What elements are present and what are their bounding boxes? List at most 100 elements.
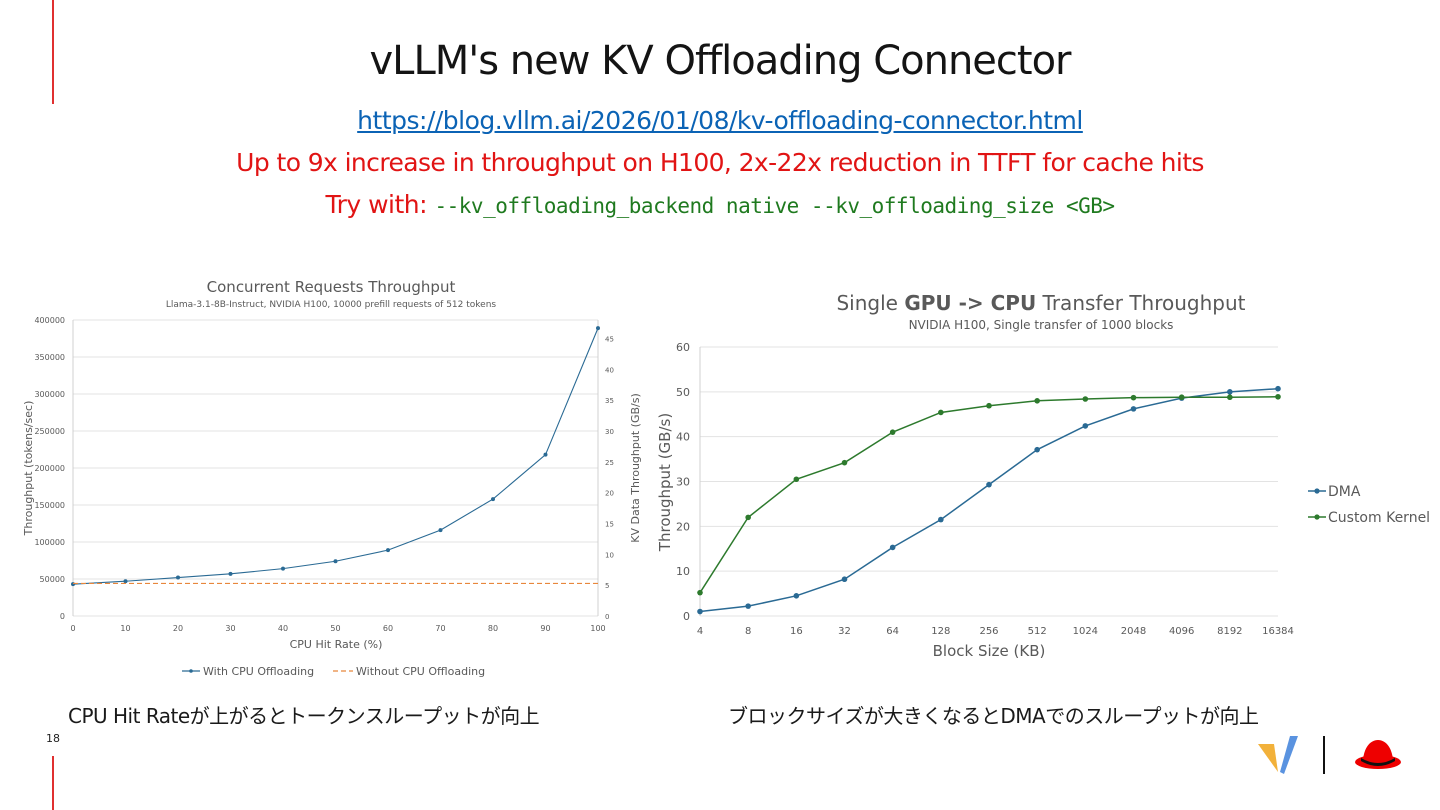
x-tick-label: 0 (70, 624, 75, 633)
data-point (543, 452, 548, 457)
data-point (889, 544, 896, 551)
y-tick-label: 60 (676, 341, 690, 354)
y-tick-label: 400000 (34, 316, 65, 325)
x-tick-label: 80 (488, 624, 498, 633)
y-tick-label: 250000 (34, 427, 65, 436)
x-tick-label: 8 (745, 626, 751, 637)
data-point (596, 326, 600, 331)
data-point (438, 528, 443, 533)
caption-right: ブロックサイズが大きくなるとDMAでのスループットが向上 (728, 704, 1259, 728)
y2-tick-label: 5 (605, 582, 609, 590)
data-point (1034, 446, 1040, 453)
legend-marker-custom-kernel (1314, 514, 1320, 520)
series-line-0 (699, 387, 1279, 613)
slide-accent-bar-top (52, 0, 54, 104)
y2-tick-label: 25 (605, 459, 614, 467)
data-point (1227, 394, 1233, 401)
x-tick-label: 100 (590, 624, 605, 633)
legend-marker-with-offloading (189, 669, 193, 673)
y2-axis-label: KV Data Throughput (GB/s) (629, 393, 642, 542)
data-point (697, 589, 703, 596)
x-tick-label: 4096 (1169, 626, 1194, 637)
data-point (1178, 394, 1185, 401)
data-point (176, 575, 180, 580)
x-axis-label: CPU Hit Rate (%) (290, 638, 383, 651)
data-point (889, 429, 896, 435)
chart-title: Concurrent Requests Throughput (207, 278, 456, 296)
y2-tick-label: 30 (605, 428, 614, 436)
y2-tick-label: 40 (605, 366, 614, 374)
data-point (1130, 406, 1137, 412)
data-point (745, 603, 751, 609)
chart-subtitle: NVIDIA H100, Single transfer of 1000 blo… (909, 318, 1174, 332)
y2-tick-label: 35 (605, 397, 614, 405)
x-tick-label: 50 (330, 624, 340, 633)
x-tick-label: 40 (278, 624, 288, 633)
x-tick-label: 60 (383, 624, 393, 633)
legend-label-without-offloading: Without CPU Offloading (356, 665, 485, 678)
x-tick-label: 70 (435, 624, 445, 633)
chart-subtitle: Llama-3.1-8B-Instruct, NVIDIA H100, 1000… (166, 300, 497, 310)
y2-tick-label: 15 (605, 521, 614, 529)
vllm-logo (1258, 736, 1298, 774)
series-line-0 (72, 327, 599, 585)
data-point (841, 459, 848, 466)
data-point (793, 593, 800, 599)
x-tick-label: 10 (120, 624, 130, 633)
x-tick-label: 256 (979, 626, 998, 637)
x-tick-label: 2048 (1121, 626, 1146, 637)
x-tick-label: 4 (697, 626, 703, 637)
data-point (71, 582, 75, 587)
try-command: --kv_offloading_backend native --kv_offl… (434, 194, 1116, 218)
data-point (938, 409, 944, 416)
y-axis-label: Throughput (GB/s) (656, 413, 674, 552)
y-tick-label: 40 (676, 431, 690, 444)
data-point (1227, 389, 1233, 395)
blog-link-row: https://blog.vllm.ai/2026/01/08/kv-offlo… (0, 106, 1440, 135)
y-tick-label: 350000 (34, 353, 65, 362)
legend-label-with-offloading: With CPU Offloading (203, 665, 314, 678)
x-tick-label: 64 (886, 626, 899, 637)
data-point (697, 608, 703, 615)
data-point (1082, 396, 1089, 402)
y2-tick-label: 45 (605, 336, 614, 344)
try-line: Try with: --kv_offloading_backend native… (0, 190, 1440, 219)
y-tick-label: 100000 (34, 538, 65, 547)
chart-gpu-cpu-transfer: Single GPU -> CPU Transfer Throughput NV… (656, 291, 1430, 660)
chart-legend: DMA Custom Kernel (1308, 484, 1430, 526)
y-axis-label: Throughput (tokens/sec) (22, 401, 35, 537)
y-tick-label: 30 (676, 476, 690, 489)
chart-title: Single GPU -> CPU Transfer Throughput (836, 291, 1245, 315)
x-tick-label: 20 (173, 624, 183, 633)
data-point (333, 559, 338, 564)
data-point (1130, 394, 1137, 401)
data-point (123, 579, 128, 584)
x-tick-label: 30 (225, 624, 235, 633)
chart-title-part-2: GPU -> CPU (904, 291, 1036, 315)
redhat-logo (1355, 740, 1401, 769)
claim-text: Up to 9x increase in throughput on H100,… (236, 148, 1204, 177)
chart-concurrent-throughput: Concurrent Requests Throughput Llama-3.1… (22, 278, 642, 678)
y-tick-label: 10 (676, 565, 690, 578)
x-tick-label: 1024 (1073, 626, 1098, 637)
legend-label-custom-kernel: Custom Kernel (1328, 510, 1430, 526)
chart-legend: With CPU Offloading Without CPU Offloadi… (182, 665, 485, 678)
data-point (386, 548, 390, 553)
y-tick-label: 0 (683, 610, 690, 623)
x-tick-label: 8192 (1217, 626, 1242, 637)
data-point (986, 402, 992, 409)
chart-title-part-3: Transfer Throughput (1036, 291, 1245, 315)
y2-tick-label: 20 (605, 490, 614, 498)
data-point (793, 476, 800, 483)
y-tick-label: 20 (676, 520, 690, 533)
x-tick-label: 128 (931, 626, 950, 637)
y-tick-label: 300000 (34, 390, 65, 399)
series-line-1 (699, 396, 1279, 594)
caption-left: CPU Hit Rateが上がるとトークンスループットが向上 (68, 704, 540, 728)
data-point (1275, 385, 1281, 392)
x-axis-label: Block Size (KB) (933, 642, 1046, 660)
data-point (1275, 393, 1281, 400)
data-point (228, 571, 233, 576)
blog-link[interactable]: https://blog.vllm.ai/2026/01/08/kv-offlo… (357, 106, 1083, 135)
y2-tick-label: 0 (605, 613, 609, 621)
